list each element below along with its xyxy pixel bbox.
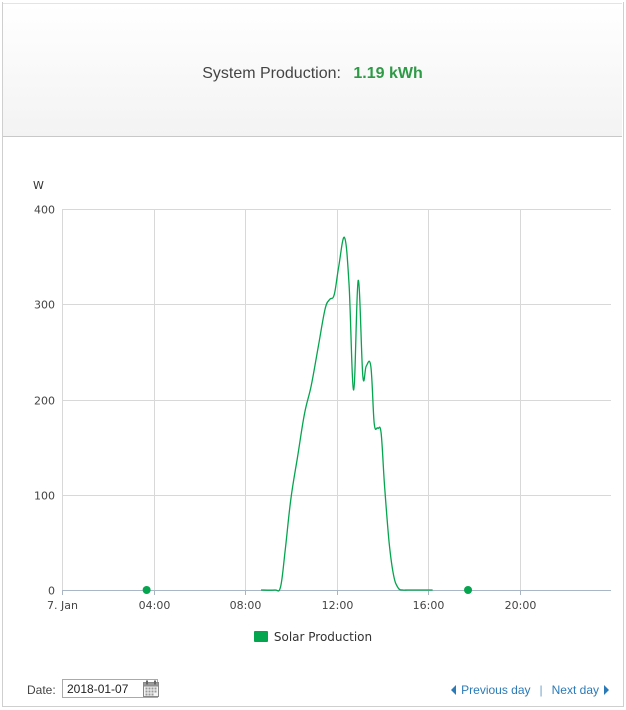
date-input[interactable]: 2018-01-07 <box>62 679 158 698</box>
x-tick-label: 12:00 <box>322 599 354 612</box>
previous-day-link[interactable]: Previous day <box>451 683 531 697</box>
y-tick-label: 400 <box>34 204 55 217</box>
legend-swatch <box>253 631 268 642</box>
chart-axes: 0 100 200 300 400 7. Jan 04:00 08:00 12:00 16:00 2… <box>34 204 611 612</box>
next-day-link[interactable]: Next day <box>552 683 609 697</box>
production-summary: System Production: 1.19 kWh <box>3 65 622 83</box>
date-label: Date: <box>27 683 56 697</box>
solar-production-chart: 0 100 200 300 400 7. Jan 04:00 08:00 12:00 16:00 2… <box>33 179 611 612</box>
x-tick-label: 7. Jan <box>47 599 78 612</box>
production-value: 1.19 kWh <box>353 65 423 82</box>
marker-point <box>464 586 473 594</box>
y-tick-label: 0 <box>48 585 55 598</box>
nav-separator: | <box>539 683 543 697</box>
y-axis-label: W <box>33 179 44 192</box>
chart-grid <box>62 209 611 590</box>
x-tick-label: 04:00 <box>139 599 171 612</box>
x-tick-label: 08:00 <box>230 599 262 612</box>
chart-legend[interactable]: Solar Production <box>0 630 626 644</box>
day-navigation: Previous day | Next day <box>451 683 609 697</box>
y-tick-label: 200 <box>34 395 55 408</box>
series-line-solar-production <box>260 236 433 592</box>
x-tick-label: 20:00 <box>505 599 537 612</box>
y-tick-label: 100 <box>34 490 55 503</box>
y-tick-label: 300 <box>34 299 55 312</box>
production-label: System Production: <box>202 65 341 82</box>
calendar-icon[interactable] <box>143 680 159 697</box>
triangle-right-icon <box>604 685 609 695</box>
date-navigation: Date: 2018-01-07 Previous day | Next day <box>0 678 626 702</box>
legend-label: Solar Production <box>273 630 373 644</box>
x-tick-label: 16:00 <box>413 599 445 612</box>
triangle-left-icon <box>451 685 457 695</box>
marker-point <box>142 586 151 594</box>
summary-header: System Production: 1.19 kWh <box>3 3 622 137</box>
chart-series <box>142 236 473 594</box>
